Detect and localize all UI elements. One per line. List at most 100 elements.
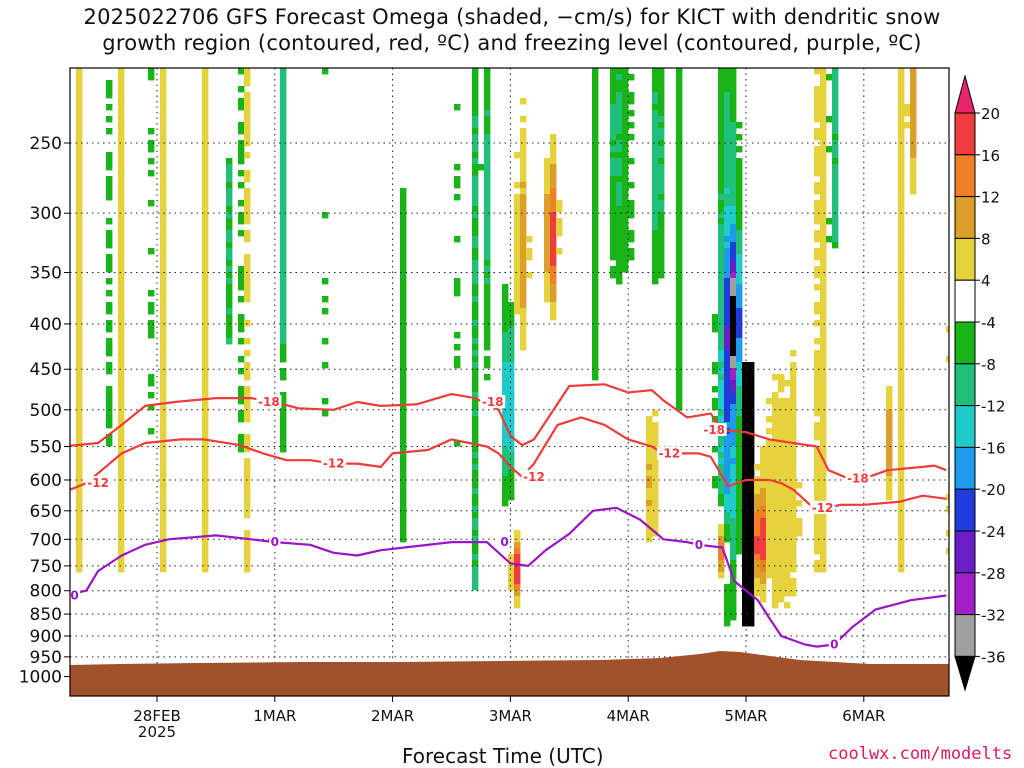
omega-cell [238, 296, 245, 303]
omega-cell [502, 440, 509, 447]
omega-cell [736, 548, 743, 555]
omega-cell [832, 68, 839, 75]
omega-cell [736, 362, 743, 369]
omega-cell [742, 542, 749, 549]
omega-cell [820, 224, 827, 231]
omega-cell [76, 404, 83, 411]
omega-cell [202, 392, 209, 399]
omega-cell [550, 230, 557, 237]
omega-cell [76, 290, 83, 297]
omega-cell [730, 164, 737, 171]
omega-cell [616, 236, 623, 243]
omega-cell [592, 290, 599, 297]
omega-cell [226, 194, 233, 201]
omega-cell [784, 560, 791, 567]
omega-cell [556, 206, 563, 213]
omega-cell [742, 482, 749, 489]
omega-cell [484, 104, 491, 111]
omega-cell [820, 290, 827, 297]
omega-cell [754, 530, 761, 537]
omega-cell [814, 236, 821, 243]
omega-cell [724, 362, 731, 369]
omega-cell [280, 236, 287, 243]
omega-cell [550, 176, 557, 183]
omega-cell [160, 158, 167, 165]
omega-cell [280, 134, 287, 141]
omega-cell [502, 428, 509, 435]
omega-cell [610, 212, 617, 219]
y-tick-label: 500 [30, 401, 62, 421]
omega-cell [160, 176, 167, 183]
omega-cell [760, 506, 767, 513]
omega-cell [898, 560, 905, 567]
omega-cell [832, 194, 839, 201]
omega-cell [118, 140, 125, 147]
omega-cell [742, 440, 749, 447]
omega-cell [148, 200, 155, 207]
omega-cell [628, 74, 635, 81]
omega-cell [820, 536, 827, 543]
omega-cell [238, 446, 245, 453]
omega-cell [718, 308, 725, 315]
omega-cell [514, 548, 521, 555]
y-axis: 2503003504004505005506006507007508008509… [19, 134, 70, 688]
x-tick-label: 4MAR [607, 707, 650, 725]
omega-cell [730, 326, 737, 333]
omega-cell [244, 254, 251, 261]
omega-cell [472, 518, 479, 525]
omega-cell [616, 266, 623, 273]
omega-cell [766, 494, 773, 501]
omega-cell [616, 92, 623, 99]
omega-cell [226, 224, 233, 231]
omega-cell [820, 272, 827, 279]
omega-cell [652, 266, 659, 273]
omega-cell [898, 92, 905, 99]
omega-cell [814, 86, 821, 93]
omega-cell [718, 152, 725, 159]
omega-cell [502, 482, 509, 489]
omega-cell [772, 488, 779, 495]
omega-cell [628, 122, 635, 129]
omega-cell [730, 452, 737, 459]
contour-label: 0 [500, 535, 508, 549]
contour-label: -18 [482, 395, 504, 409]
omega-cell [400, 200, 407, 207]
omega-cell [202, 458, 209, 465]
contour-label: -12 [659, 446, 681, 460]
omega-cell [592, 350, 599, 357]
omega-cell [718, 386, 725, 393]
omega-cell [724, 278, 731, 285]
colorbar-swatch [954, 614, 976, 657]
omega-cell [784, 506, 791, 513]
omega-cell [832, 74, 839, 81]
omega-cell [784, 464, 791, 471]
omega-cell [202, 242, 209, 249]
omega-cell [676, 206, 683, 213]
omega-cell [76, 464, 83, 471]
omega-cell [472, 506, 479, 513]
omega-cell [544, 188, 551, 195]
omega-cell [676, 116, 683, 123]
omega-cell [658, 224, 665, 231]
omega-cell [898, 542, 905, 549]
omega-cell [400, 254, 407, 261]
omega-cell [658, 104, 665, 111]
omega-cell [724, 272, 731, 279]
omega-cell [778, 506, 785, 513]
omega-cell [592, 92, 599, 99]
omega-cell [766, 500, 773, 507]
omega-cell [730, 596, 737, 603]
omega-cell [814, 512, 821, 519]
omega-cell [652, 440, 659, 447]
omega-cell [646, 422, 653, 429]
omega-cell [814, 164, 821, 171]
omega-cell [484, 68, 491, 75]
omega-cell [778, 398, 785, 405]
omega-cell [520, 320, 527, 327]
omega-cell [472, 500, 479, 507]
omega-cell [736, 188, 743, 195]
omega-cell [652, 452, 659, 459]
omega-cell [658, 98, 665, 105]
omega-cell [676, 212, 683, 219]
omega-cell [652, 164, 659, 171]
